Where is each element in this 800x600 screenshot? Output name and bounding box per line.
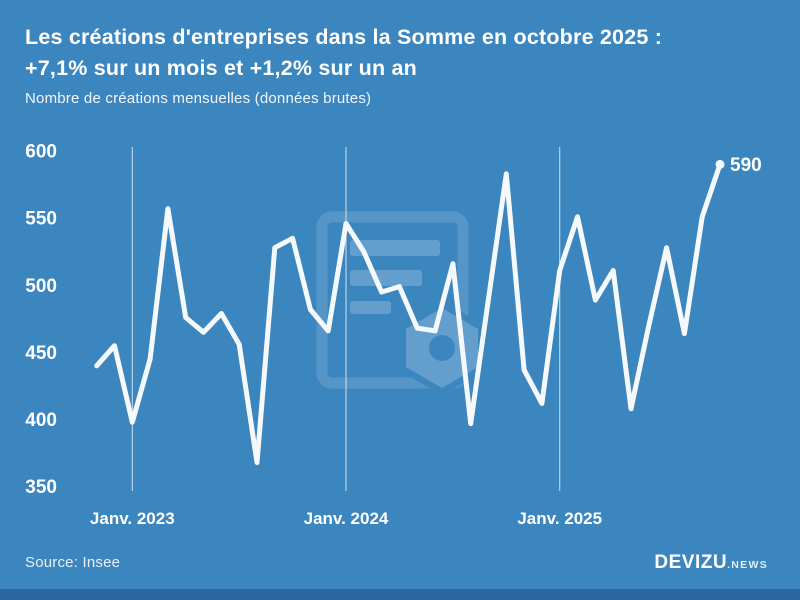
data-series — [94, 159, 725, 465]
y-tick-label: 400 — [25, 410, 57, 431]
title-line-2: +7,1% sur un mois et +1,2% sur un an — [25, 56, 417, 80]
gridlines — [131, 147, 561, 491]
series-line — [94, 161, 723, 465]
bottom-accent-strip — [0, 589, 800, 600]
end-point-dot — [715, 159, 725, 169]
axis-labels: Janv. 2023 Janv. 2024 Janv. 2025 600 550 500 4… — [25, 142, 761, 529]
brand-suffix: .NEWS — [727, 559, 768, 571]
y-tick-label: 550 — [25, 209, 57, 230]
title-line-1: Les créations d'entreprises dans la Somm… — [25, 25, 663, 49]
y-tick-label: 500 — [25, 276, 57, 297]
source-note: Source: Insee — [25, 554, 121, 571]
x-tick-label: Janv. 2024 — [304, 509, 389, 528]
page-title: Les créations d'entreprises dans la Somm… — [25, 22, 775, 84]
brand-logo: DEVIZU.NEWS — [654, 552, 768, 574]
end-value-label: 590 — [730, 155, 762, 176]
y-tick-label: 450 — [25, 343, 57, 364]
x-tick-label: Janv. 2023 — [90, 509, 175, 528]
y-tick-label: 600 — [25, 142, 57, 163]
x-tick-label: Janv. 2025 — [517, 509, 602, 528]
y-tick-label: 350 — [25, 477, 57, 498]
header: Les créations d'entreprises dans la Somm… — [25, 22, 775, 107]
brand-name: DEVIZU — [654, 552, 728, 573]
chart-subtitle: Nombre de créations mensuelles (données … — [25, 90, 372, 107]
